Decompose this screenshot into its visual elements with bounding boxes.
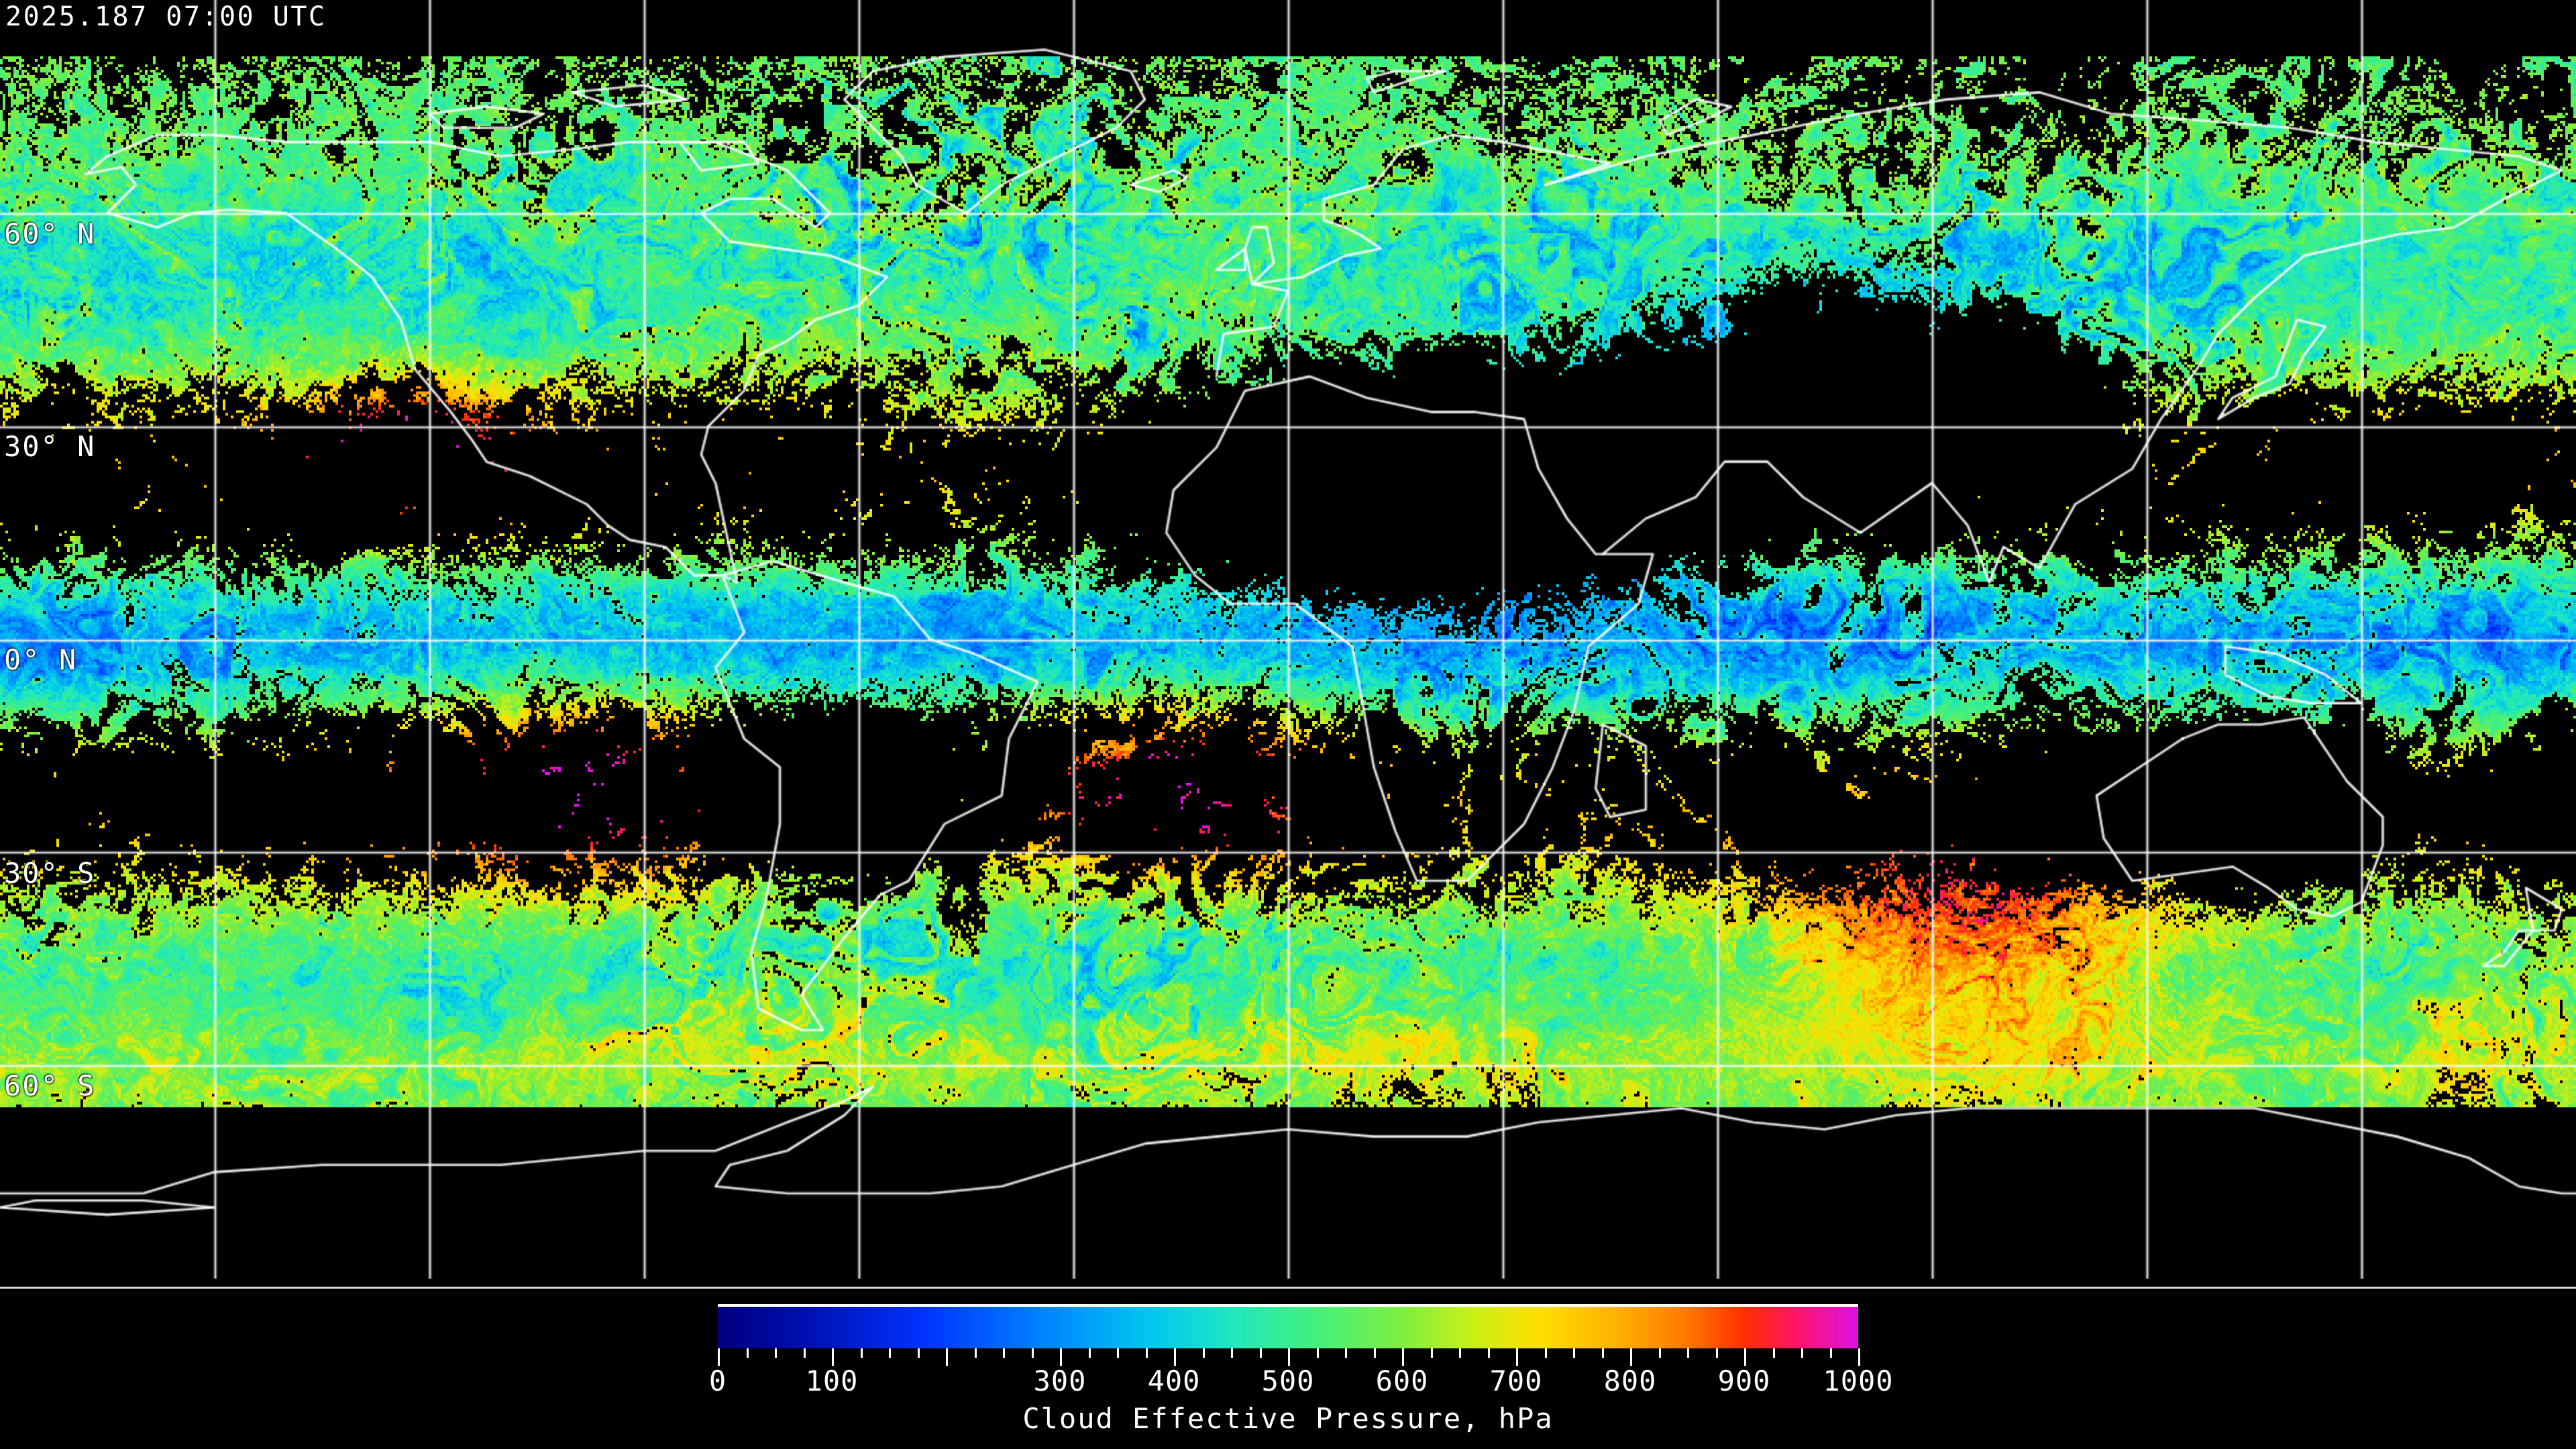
colorbar-tick	[1231, 1348, 1233, 1358]
colorbar-tick	[1316, 1348, 1319, 1358]
colorbar-tick	[1288, 1348, 1290, 1366]
colorbar-tick	[1601, 1348, 1604, 1358]
colorbar-tick	[1430, 1348, 1433, 1358]
colorbar-tick	[1145, 1348, 1148, 1358]
colorbar-tick	[718, 1348, 720, 1366]
map-panel: 2025.187 07:00 UTC 60° N 30° N 0° N 30° S 60…	[0, 0, 2576, 1279]
colorbar-tick-label: 1000	[1823, 1364, 1894, 1397]
colorbar-ticks	[718, 1348, 1860, 1366]
colorbar-tick-label: 400	[1147, 1364, 1201, 1397]
colorbar-tick	[1516, 1348, 1518, 1366]
colorbar-tick	[1174, 1348, 1176, 1366]
colorbar-tick	[1630, 1348, 1632, 1366]
colorbar-tick	[1459, 1348, 1461, 1358]
colorbar-tick	[974, 1348, 977, 1358]
colorbar-tick	[1487, 1348, 1490, 1358]
colorbar-tick	[1829, 1348, 1832, 1358]
colorbar-tick	[1715, 1348, 1718, 1358]
latitude-label: 0° N	[4, 643, 78, 676]
colorbar-tick	[1117, 1348, 1119, 1358]
colorbar-tick	[1744, 1348, 1746, 1366]
colorbar-tick-label: 700	[1489, 1364, 1543, 1397]
colorbar-tick	[1801, 1348, 1803, 1358]
colorbar-tick	[775, 1348, 777, 1358]
latitude-label: 60° N	[4, 217, 96, 250]
colorbar-tick	[917, 1348, 920, 1358]
colorbar-tick-label: 900	[1717, 1364, 1771, 1397]
colorbar-tick	[1772, 1348, 1775, 1358]
colorbar-tick	[946, 1348, 948, 1366]
colorbar-tick	[1858, 1348, 1860, 1366]
colorbar-tick	[1345, 1348, 1347, 1358]
colorbar-tick	[889, 1348, 891, 1358]
latitude-label: 30° S	[4, 856, 96, 890]
panel-divider	[0, 1287, 2576, 1289]
colorbar-tick	[1402, 1348, 1404, 1366]
colorbar-tick-labels: 0 100 300 400 500 600 700 800 900 1000	[0, 1364, 2576, 1399]
colorbar-tick	[1088, 1348, 1091, 1358]
colorbar-tick-label: 300	[1033, 1364, 1087, 1397]
colorbar-tick	[1060, 1348, 1062, 1366]
colorbar-tick	[1031, 1348, 1034, 1358]
colorbar-tick-label: 800	[1603, 1364, 1657, 1397]
latitude-label: 60° S	[4, 1069, 96, 1103]
colorbar-frame	[718, 1304, 1858, 1348]
colorbar-tick	[1687, 1348, 1689, 1358]
colorbar-tick-label: 500	[1261, 1364, 1315, 1397]
cloud-pressure-raster	[0, 0, 2576, 1279]
colorbar-tick	[1373, 1348, 1376, 1358]
colorbar-tick-label: 100	[805, 1364, 859, 1397]
colorbar-tick-label: 600	[1375, 1364, 1429, 1397]
colorbar-tick	[803, 1348, 806, 1358]
colorbar-tick	[1544, 1348, 1547, 1358]
colorbar-tick	[1003, 1348, 1005, 1358]
colorbar-tick	[860, 1348, 863, 1358]
colorbar-title: Cloud Effective Pressure, hPa	[1022, 1402, 1554, 1435]
colorbar-legend: 0 100 300 400 500 600 700 800 900 1000 Cloud Effe…	[0, 1295, 2576, 1449]
colorbar-tick	[746, 1348, 749, 1358]
colorbar-tick	[1202, 1348, 1205, 1358]
colorbar-tick	[832, 1348, 834, 1366]
timestamp-label: 2025.187 07:00 UTC	[5, 1, 327, 32]
colorbar-tick	[1573, 1348, 1575, 1358]
colorbar-tick	[1658, 1348, 1661, 1358]
latitude-label: 30° N	[4, 430, 96, 464]
colorbar-tick	[1259, 1348, 1262, 1358]
colorbar-tick-label: 0	[708, 1364, 727, 1397]
colorbar-gradient	[718, 1307, 1858, 1348]
